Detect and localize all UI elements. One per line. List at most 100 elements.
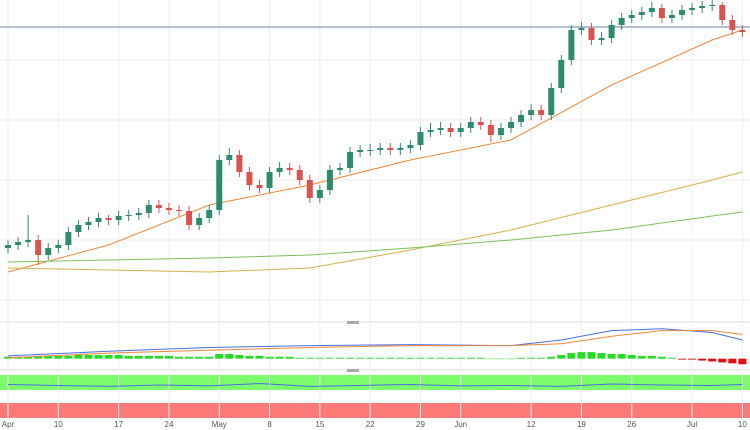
candle-body: [155, 205, 162, 208]
macd-histogram-bar: [54, 355, 63, 359]
macd-histogram-bar: [84, 354, 93, 359]
macd-histogram-bar: [335, 357, 344, 359]
macd-histogram-bar: [235, 354, 244, 359]
x-tick-label: 17: [114, 420, 123, 429]
candle-body: [326, 170, 333, 190]
macd-histogram-bar: [728, 358, 737, 364]
candle-body: [729, 20, 736, 30]
indicator-line: [7, 171, 743, 273]
main-panel-grid: [0, 59, 750, 301]
candle-body: [679, 10, 686, 15]
macd-histogram-bar: [4, 356, 12, 359]
candle-body: [739, 30, 746, 32]
macd-histogram-bar: [366, 357, 375, 359]
macd-histogram-bar: [315, 357, 324, 359]
candle-body: [135, 213, 142, 215]
macd-histogram-bar: [406, 357, 415, 359]
candle-body: [246, 172, 253, 185]
candle-body: [608, 25, 615, 38]
macd-histogram-bar: [617, 354, 626, 359]
candle-body: [75, 225, 82, 232]
macd-histogram-bar: [698, 358, 707, 361]
candle-body: [367, 150, 374, 151]
candle-body: [457, 128, 464, 132]
macd-histogram-bar: [567, 353, 576, 359]
x-tick-label: 29: [416, 420, 425, 429]
macd-histogram-bar: [144, 355, 153, 359]
candle-body: [186, 211, 193, 225]
macd-histogram-bar: [627, 354, 636, 359]
macd-histogram-bar: [44, 355, 53, 359]
candle-body: [568, 30, 575, 60]
candle-body: [638, 12, 645, 15]
candle-body: [648, 8, 655, 12]
macd-histogram-bar: [24, 356, 33, 359]
macd-histogram-bar: [486, 358, 495, 360]
macd-histogram-bar: [285, 356, 294, 359]
candle-body: [196, 218, 203, 225]
indicator-line: [7, 211, 743, 263]
macd-histogram-bar: [446, 357, 455, 359]
candle-body: [407, 145, 414, 148]
macd-histogram-bar: [34, 355, 43, 359]
candle-body: [437, 128, 444, 130]
indicator-line: [7, 330, 743, 359]
candle-body: [699, 6, 706, 8]
macd-histogram-bar: [496, 358, 505, 360]
candle-body: [447, 128, 454, 132]
candle-body: [427, 130, 434, 132]
candle-body: [65, 232, 72, 245]
candle-body: [689, 8, 696, 10]
candle-body: [15, 242, 22, 245]
candle-body: [336, 168, 343, 170]
candle-body: [256, 185, 263, 188]
x-tick-label: 8: [267, 420, 272, 429]
macd-histogram-bar: [265, 356, 274, 359]
candle-body: [668, 15, 675, 18]
x-tick-label: 12: [527, 420, 536, 429]
macd-histogram-bar: [456, 357, 465, 359]
macd-histogram-bar: [657, 356, 666, 359]
macd-histogram-bar: [175, 356, 184, 359]
candle-body: [719, 5, 726, 20]
candle-body: [538, 110, 545, 115]
x-tick-label: 22: [366, 420, 375, 429]
macd-histogram-bar: [275, 356, 284, 359]
indicator-line: [7, 328, 743, 357]
macd-histogram-bar: [738, 358, 747, 365]
macd-histogram-bar: [124, 355, 133, 359]
panel-handle[interactable]: [347, 321, 359, 324]
macd-histogram-bar: [426, 357, 435, 359]
candle-body: [45, 248, 52, 255]
oversold-band: [0, 403, 750, 418]
candle-body: [206, 210, 213, 218]
macd-histogram-bar: [164, 355, 173, 359]
macd-histogram-bar: [154, 355, 163, 359]
candle-body: [487, 125, 494, 135]
candle-body: [286, 168, 293, 170]
macd-histogram-bar: [396, 357, 405, 359]
macd-histogram-bar: [104, 354, 113, 359]
candle-body: [85, 222, 92, 225]
indicator-line: [7, 29, 743, 273]
macd-histogram-bar: [557, 354, 566, 359]
macd-histogram-bar: [678, 358, 687, 360]
macd-histogram-bar: [185, 356, 194, 359]
candle-body: [115, 216, 122, 220]
candle-body: [387, 148, 394, 150]
macd-histogram-bar: [527, 357, 536, 359]
panel-handle[interactable]: [347, 369, 359, 372]
candle-body: [316, 190, 323, 198]
candle-body: [417, 132, 424, 145]
candle-body: [508, 122, 514, 128]
macd-histogram-bar: [637, 355, 646, 359]
macd-histogram-bar: [376, 357, 385, 359]
macd-histogram-bar: [577, 352, 586, 359]
x-tick-label: 10: [54, 420, 63, 429]
x-tick-label: 26: [627, 420, 636, 429]
macd-histogram-bar: [325, 357, 334, 359]
x-tick-label: Jul: [687, 420, 697, 429]
candle-body: [658, 8, 665, 18]
candle-body: [55, 245, 62, 248]
candle-body: [296, 170, 303, 180]
